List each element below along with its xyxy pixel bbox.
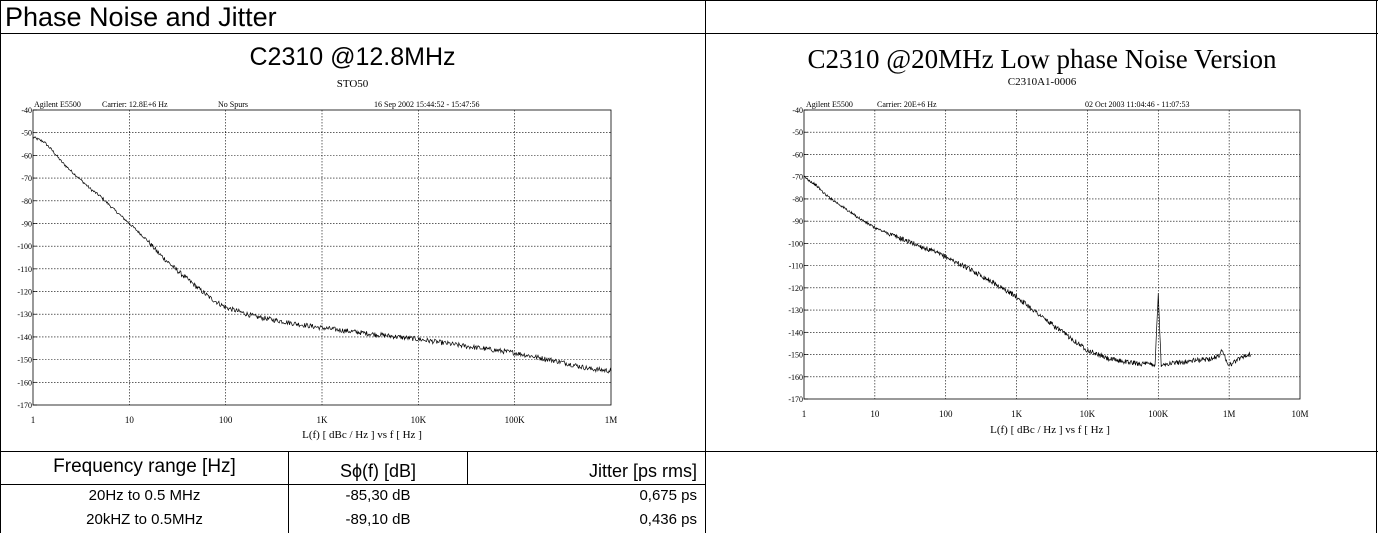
left-chart-info-spurs: No Spurs (218, 100, 248, 109)
table-row-2-s-phi: -89,10 dB (345, 511, 411, 528)
y-tick-label: -110 (789, 262, 803, 271)
left-chart-info-carrier: Carrier: 12.8E+6 Hz (102, 100, 168, 109)
y-tick-label: -70 (792, 173, 803, 182)
left-chart-info-date: 16 Sep 2002 15:44:52 - 15:47:56 (374, 100, 480, 109)
x-tick-label: 10K (1080, 409, 1096, 419)
phase-noise-series-line (803, 175, 1251, 368)
y-tick-label: -80 (792, 195, 803, 204)
right-phase-noise-chart: Agilent E5500 Carrier: 20E+6 Hz 02 Oct 2… (788, 100, 1308, 436)
table-header-jitter: Jitter [ps rms] (588, 461, 697, 481)
x-tick-label: 10 (870, 409, 880, 419)
y-tick-label: -120 (788, 284, 803, 293)
x-tick-label: 100 (939, 409, 953, 419)
x-tick-label: 1 (31, 415, 36, 425)
right-chart-subtitle: C2310A1-0006 (1007, 76, 1077, 88)
y-tick-label: -50 (21, 129, 32, 138)
y-tick-label: -120 (17, 288, 32, 297)
plot-area-frame (803, 109, 1301, 400)
divider-table-col2 (467, 451, 468, 485)
divider-charts-bottom (0, 451, 1378, 452)
y-tick-label: -90 (792, 217, 803, 226)
x-tick-label: 1M (1223, 409, 1236, 419)
divider-vertical-main (705, 0, 706, 452)
y-tick-label: -60 (792, 150, 803, 159)
y-tick-label: -40 (21, 106, 32, 115)
table-row-2-jitter: 0,436 ps (639, 511, 697, 528)
y-tick-label: -130 (788, 306, 803, 315)
y-tick-label: -70 (21, 174, 32, 183)
right-chart-info-instrument: Agilent E5500 (806, 100, 853, 109)
y-tick-label: -160 (17, 378, 32, 387)
table-row-1-s-phi: -85,30 dB (345, 487, 411, 504)
divider-table-right (705, 451, 706, 533)
left-chart-info-instrument: Agilent E5500 (34, 100, 81, 109)
divider-header (0, 33, 1378, 34)
y-tick-label: -100 (788, 239, 803, 248)
y-tick-label: -90 (21, 219, 32, 228)
left-phase-noise-chart: Agilent E5500 Carrier: 12.8E+6 Hz No Spu… (17, 100, 618, 441)
x-tick-label: 10M (1291, 409, 1308, 419)
left-chart-xlabel: L(f) [ dBc / Hz ] vs f [ Hz ] (302, 429, 422, 441)
table-row-2-frequency: 20kHZ to 0.5MHz (86, 511, 203, 528)
border-right (1376, 0, 1377, 533)
y-tick-label: -140 (17, 333, 32, 342)
y-tick-label: -50 (792, 128, 803, 137)
plot-area-frame (32, 109, 612, 406)
right-chart-title: C2310 @20MHz Low phase Noise Version (807, 44, 1277, 74)
border-top (0, 0, 1378, 1)
x-tick-label: 100K (505, 415, 526, 425)
table-header-s-phi: Sϕ(f) [dB] (339, 461, 417, 481)
page-title: Phase Noise and Jitter (5, 2, 277, 32)
left-chart-subtitle: STO50 (336, 78, 369, 90)
x-tick-label: 100K (1148, 409, 1169, 419)
x-tick-label: 1 (802, 409, 807, 419)
divider-table-col1 (288, 451, 289, 533)
y-tick-label: -170 (17, 401, 32, 410)
y-tick-label: -110 (18, 265, 32, 274)
x-tick-label: 1M (605, 415, 618, 425)
y-tick-label: -130 (17, 310, 32, 319)
x-tick-label: 1K (1011, 409, 1023, 419)
left-chart-title: C2310 @12.8MHz (249, 43, 456, 71)
x-tick-label: 1K (317, 415, 329, 425)
y-tick-label: -170 (788, 395, 803, 404)
y-tick-label: -80 (21, 197, 32, 206)
y-tick-label: -150 (17, 356, 32, 365)
table-header-frequency-range: Frequency range [Hz] (53, 456, 236, 477)
x-tick-label: 10 (125, 415, 135, 425)
right-chart-xlabel: L(f) [ dBc / Hz ] vs f [ Hz ] (990, 424, 1110, 436)
right-chart-info-date: 02 Oct 2003 11:04:46 - 11:07:53 (1085, 100, 1190, 109)
table-row-1-frequency: 20Hz to 0.5 MHz (88, 487, 201, 504)
table-row-1-jitter: 0,675 ps (639, 487, 697, 504)
y-tick-label: -140 (788, 328, 803, 337)
y-tick-label: -160 (788, 373, 803, 382)
phase-noise-series-line (32, 136, 612, 374)
y-tick-label: -60 (21, 151, 32, 160)
border-left (0, 0, 1, 533)
x-tick-label: 100 (219, 415, 233, 425)
y-tick-label: -150 (788, 351, 803, 360)
y-tick-label: -40 (792, 106, 803, 115)
x-tick-label: 10K (411, 415, 427, 425)
right-chart-info-carrier: Carrier: 20E+6 Hz (877, 100, 937, 109)
y-tick-label: -100 (17, 242, 32, 251)
divider-table-header (0, 484, 705, 485)
